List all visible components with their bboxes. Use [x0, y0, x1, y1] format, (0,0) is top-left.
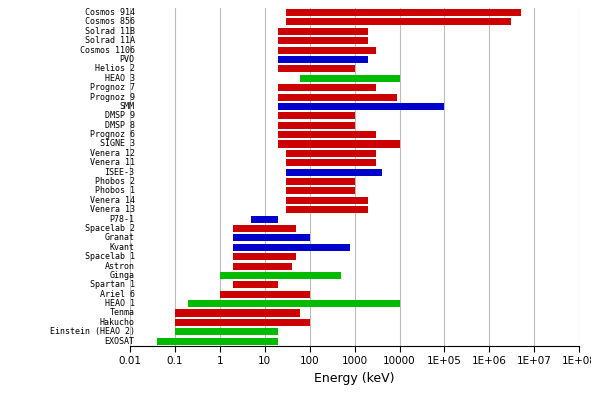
Bar [233, 225, 296, 232]
Bar [233, 234, 310, 241]
Bar [251, 216, 278, 222]
Text: Venera 14: Venera 14 [89, 196, 135, 205]
Text: SMM: SMM [119, 102, 135, 111]
Bar [278, 84, 376, 91]
Text: Kvant: Kvant [109, 243, 135, 252]
Bar [233, 263, 292, 270]
Text: Ginga: Ginga [109, 271, 135, 280]
Text: Prognoz 9: Prognoz 9 [89, 92, 135, 101]
Bar [175, 319, 310, 326]
Bar [278, 131, 376, 138]
Bar [278, 47, 376, 53]
Text: Prognoz 7: Prognoz 7 [89, 83, 135, 92]
Text: Spacelab 2: Spacelab 2 [85, 224, 135, 233]
Text: Cosmos 856: Cosmos 856 [85, 17, 135, 26]
Text: ISEE-3: ISEE-3 [105, 168, 135, 177]
Text: Cosmos 1106: Cosmos 1106 [80, 46, 135, 55]
Text: Hakucho: Hakucho [99, 318, 135, 327]
Text: Granat: Granat [105, 233, 135, 242]
Text: Phobos 2: Phobos 2 [95, 177, 135, 186]
Text: DMSP 9: DMSP 9 [105, 111, 135, 120]
Text: P78-1: P78-1 [109, 215, 135, 224]
Text: Einstein (HEAO 2): Einstein (HEAO 2) [50, 327, 135, 336]
Bar [286, 159, 376, 166]
Bar [233, 281, 278, 288]
Bar [278, 37, 368, 44]
Bar [233, 253, 296, 260]
Text: HEAO 3: HEAO 3 [105, 74, 135, 83]
Bar [157, 338, 278, 345]
Bar [286, 206, 368, 213]
Bar [189, 300, 400, 307]
Text: Helios 2: Helios 2 [95, 64, 135, 73]
Text: SIGNE 3: SIGNE 3 [99, 140, 135, 149]
Text: HEAO 1: HEAO 1 [105, 299, 135, 308]
Text: Venera 11: Venera 11 [89, 158, 135, 167]
Bar [278, 103, 444, 110]
Bar [286, 169, 382, 176]
Text: Phobos 1: Phobos 1 [95, 186, 135, 195]
Text: Solrad 11B: Solrad 11B [85, 27, 135, 36]
Text: Spartan 1: Spartan 1 [89, 280, 135, 289]
Bar [278, 122, 355, 129]
Bar [278, 94, 398, 101]
Bar [175, 328, 278, 335]
Bar [286, 18, 511, 26]
Bar [286, 178, 355, 185]
Text: Prognoz 6: Prognoz 6 [89, 130, 135, 139]
X-axis label: Energy (keV): Energy (keV) [314, 372, 395, 385]
Bar [175, 309, 300, 316]
Text: Spacelab 1: Spacelab 1 [85, 252, 135, 261]
Bar [278, 56, 368, 63]
Bar [220, 272, 341, 279]
Text: Astron: Astron [105, 261, 135, 270]
Bar [278, 140, 400, 147]
Bar [286, 197, 368, 204]
Bar [300, 75, 400, 82]
Text: DMSP 8: DMSP 8 [105, 121, 135, 130]
Text: Tenma: Tenma [109, 309, 135, 318]
Text: Venera 12: Venera 12 [89, 149, 135, 158]
Text: PVO: PVO [119, 55, 135, 64]
Bar [286, 150, 376, 157]
Bar [278, 112, 355, 119]
Bar [220, 291, 310, 298]
Text: EXOSAT: EXOSAT [105, 337, 135, 346]
Text: Cosmos 914: Cosmos 914 [85, 8, 135, 17]
Text: Venera 13: Venera 13 [89, 205, 135, 214]
Bar [278, 28, 368, 35]
Text: Ariel 6: Ariel 6 [99, 290, 135, 299]
Bar [233, 244, 350, 251]
Bar [286, 187, 355, 195]
Bar [278, 65, 355, 72]
Text: Solrad 11A: Solrad 11A [85, 36, 135, 45]
Bar [286, 9, 521, 16]
